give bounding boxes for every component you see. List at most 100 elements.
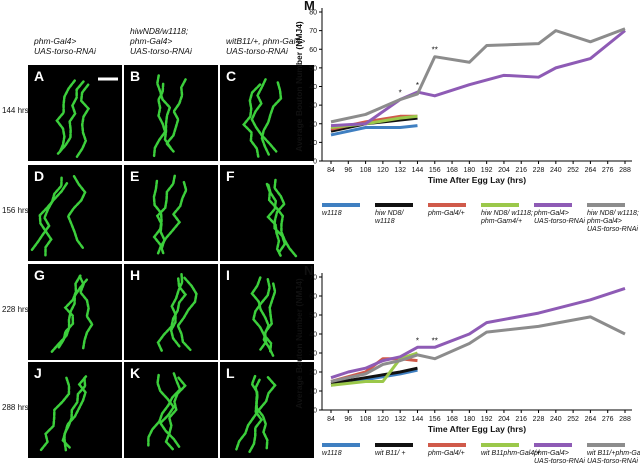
y-tick-label: 30	[309, 351, 317, 358]
x-tick-label: 156	[429, 167, 441, 174]
row-label: 288 hrs	[2, 403, 29, 412]
nmj-branch	[250, 78, 278, 153]
panel-letter: A	[34, 68, 44, 84]
x-tick-label: 84	[327, 167, 335, 174]
x-tick-label: 228	[533, 167, 545, 174]
legend-label: phm-Gal4> UAS-torso-RNAi	[533, 450, 585, 465]
column-header: phm-Gal4>	[33, 36, 76, 46]
nmj-branch	[50, 278, 89, 353]
panel-letter: E	[130, 168, 139, 184]
row-label: 156 hrs	[2, 206, 29, 215]
x-tick-label: 168	[446, 416, 458, 423]
legend-label: phm-Gal4/+	[427, 210, 465, 217]
column-header: hiwND8/w1118;	[130, 26, 189, 36]
nmj-branch	[176, 276, 198, 352]
x-axis-label: Time After Egg Lay (hrs)	[428, 424, 526, 434]
legend-label: wit B11/ +	[375, 450, 405, 457]
y-tick-label: 20	[309, 370, 317, 377]
series-line	[330, 366, 418, 385]
nmj-branch	[242, 83, 262, 158]
nmj-branch	[164, 376, 187, 451]
x-tick-label: 216	[515, 416, 527, 423]
nmj-branch	[78, 275, 94, 350]
row-label: 144 hrs	[2, 106, 29, 115]
x-tick-label: 84	[327, 416, 335, 423]
x-tick-label: 264	[585, 416, 597, 423]
y-tick-label: 70	[309, 275, 317, 282]
nmj-branch	[248, 378, 264, 454]
y-tick-label: 10	[309, 389, 317, 396]
y-tick-label: 20	[309, 121, 317, 128]
x-tick-label: 144	[412, 416, 424, 423]
nmj-branch	[266, 183, 283, 259]
x-tick-label: 240	[550, 416, 562, 423]
panel-label: M	[304, 0, 315, 13]
legend-label: wit B11/+phm-Gal4>UAS-torso-RNAi	[587, 450, 640, 465]
x-tick-label: 240	[550, 167, 562, 174]
nmj-branch	[262, 282, 277, 357]
nmj-branch	[63, 376, 87, 452]
series-line	[330, 286, 626, 380]
panel-letter: D	[34, 168, 44, 184]
x-tick-label: 132	[394, 167, 406, 174]
x-tick-label: 204	[498, 416, 510, 423]
nmj-branch	[57, 274, 82, 349]
nmj-branch	[260, 81, 283, 156]
legend-label: phm-Gal4/+	[427, 450, 465, 457]
nmj-branch	[273, 178, 287, 254]
y-tick-label: 30	[309, 103, 317, 110]
y-tick-label: 0	[313, 408, 317, 415]
panel-letter: I	[226, 267, 230, 283]
micrograph	[124, 165, 218, 261]
micrograph	[124, 65, 218, 161]
y-axis-label: Average Bouton Number (NMJ4)	[294, 278, 304, 409]
panel-letter: J	[34, 365, 42, 381]
nmj-branch	[156, 180, 188, 256]
nmj-branch	[152, 179, 165, 255]
significance-marker: *	[416, 336, 419, 345]
nmj-branch	[75, 83, 91, 158]
panel-letter: F	[226, 168, 235, 184]
x-tick-label: 180	[464, 167, 476, 174]
x-tick-label: 276	[602, 167, 614, 174]
x-tick-label: 288	[619, 416, 631, 423]
x-tick-label: 168	[446, 167, 458, 174]
panel-letter: C	[226, 68, 236, 84]
micrograph	[220, 65, 314, 161]
column-header: witB11/+, phm-Gal4>	[226, 36, 305, 46]
column-header: UAS-torso-RNAi	[226, 46, 289, 56]
row-label: 228 hrs	[2, 305, 29, 314]
nmj-branch	[165, 78, 187, 153]
panel-letter: K	[130, 365, 140, 381]
nmj-branch	[147, 372, 182, 447]
significance-marker: **	[432, 46, 438, 55]
nmj-branch	[156, 74, 172, 149]
y-tick-label: 60	[309, 294, 317, 301]
micrograph	[28, 362, 122, 458]
legend-label: phm-Gal4> UAS-torso-RNAi	[533, 210, 585, 225]
nmj-branch	[30, 176, 63, 252]
micrograph	[28, 264, 122, 360]
significance-marker: **	[432, 336, 438, 345]
x-tick-label: 252	[567, 416, 579, 423]
x-tick-label: 180	[464, 416, 476, 423]
significance-marker: *	[399, 89, 402, 98]
x-tick-label: 288	[619, 167, 631, 174]
nmj-branch	[252, 278, 273, 353]
column-header: UAS-torso-RNAi	[34, 46, 97, 56]
column-header: phm-Gal4>	[129, 36, 172, 46]
series-line	[330, 27, 626, 124]
x-tick-label: 96	[344, 416, 352, 423]
x-axis-label: Time After Egg Lay (hrs)	[428, 175, 526, 185]
x-tick-label: 96	[344, 167, 352, 174]
nmj-branch	[38, 182, 69, 257]
x-tick-label: 228	[533, 416, 545, 423]
x-tick-label: 120	[377, 167, 389, 174]
micrograph	[220, 165, 314, 261]
panel-letter: G	[34, 267, 45, 283]
y-axis-label: Average Bouton Number (NMJ4)	[294, 21, 304, 152]
nmj-branch	[39, 376, 71, 452]
legend-label: wit B11phm-Gal4/+	[481, 450, 540, 457]
x-tick-label: 276	[602, 416, 614, 423]
